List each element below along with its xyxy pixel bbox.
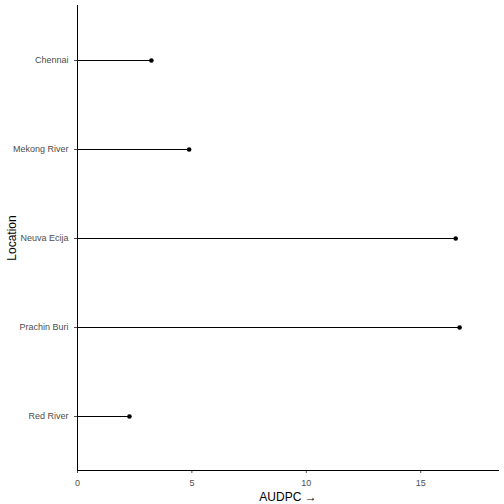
svg-text:15: 15 <box>416 478 426 488</box>
svg-text:Neuva Ecija: Neuva Ecija <box>20 233 68 243</box>
svg-text:Prachin Buri: Prachin Buri <box>19 322 68 332</box>
svg-text:Location: Location <box>5 215 19 260</box>
svg-text:Red River: Red River <box>28 411 68 421</box>
svg-text:Chennai: Chennai <box>35 55 69 65</box>
svg-text:0: 0 <box>75 478 80 488</box>
svg-text:AUDPC →: AUDPC → <box>259 490 316 504</box>
svg-text:Mekong River: Mekong River <box>13 144 69 154</box>
svg-text:10: 10 <box>301 478 311 488</box>
svg-text:5: 5 <box>189 478 194 488</box>
